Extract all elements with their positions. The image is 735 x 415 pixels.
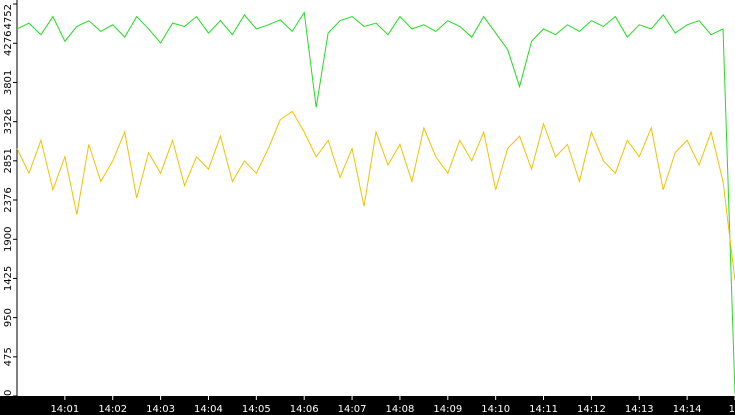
series-line bbox=[16, 10, 735, 394]
series-line bbox=[16, 110, 735, 281]
y-tick-label: 2851 bbox=[3, 148, 14, 173]
y-tick-label: 950 bbox=[3, 308, 14, 327]
y-tick-label: 3801 bbox=[3, 70, 14, 95]
y-tick-label: 3326 bbox=[3, 109, 14, 134]
y-tick-label: 1900 bbox=[3, 227, 14, 252]
x-tick-label: 14:09 bbox=[433, 404, 462, 415]
x-tick-label: 14:08 bbox=[386, 404, 415, 415]
y-tick-label: 4276 bbox=[3, 31, 14, 56]
x-tick-label: 14:12 bbox=[577, 404, 606, 415]
y-tick-label: 475 bbox=[3, 347, 14, 366]
x-tick-label: 14:01 bbox=[50, 404, 79, 415]
x-tick-label: 14:14 bbox=[673, 404, 702, 415]
y-tick-label: 1425 bbox=[3, 266, 14, 291]
y-tick-label: 4752 bbox=[3, 4, 14, 29]
x-tick-label: 14:02 bbox=[98, 404, 127, 415]
y-tick-label: 2376 bbox=[3, 187, 14, 212]
x-tick-label: 14:04 bbox=[194, 404, 223, 415]
x-tick-label: 14:06 bbox=[290, 404, 319, 415]
y-tick-label: 0 bbox=[3, 390, 14, 396]
x-tick-label: 14:11 bbox=[529, 404, 558, 415]
x-tick-label: 14:07 bbox=[338, 404, 367, 415]
x-tick-label: 14 bbox=[729, 404, 735, 415]
x-tick-label: 14:13 bbox=[625, 404, 654, 415]
x-tick-label: 14:05 bbox=[242, 404, 271, 415]
x-axis-band bbox=[0, 396, 735, 415]
x-tick-label: 14:10 bbox=[481, 404, 510, 415]
x-tick-label: 14:03 bbox=[146, 404, 175, 415]
